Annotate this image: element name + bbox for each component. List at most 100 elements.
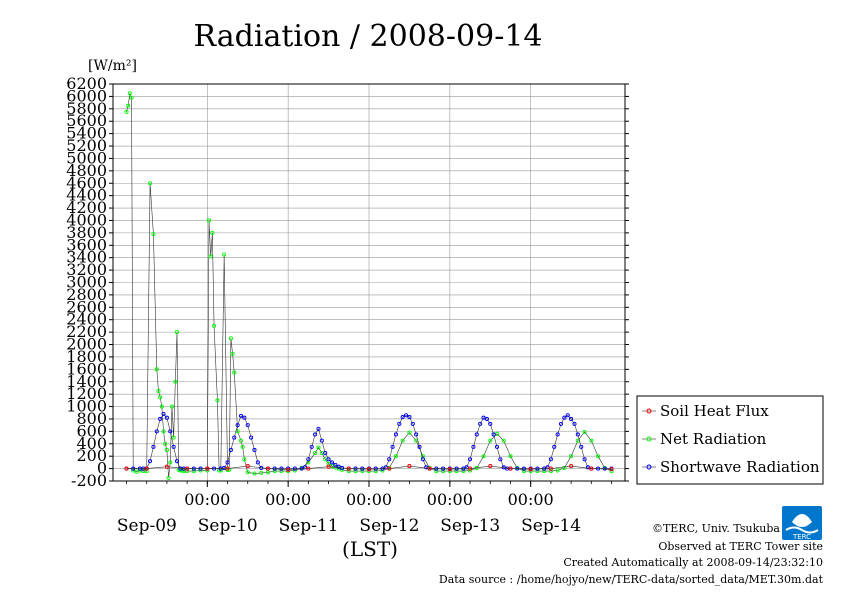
data-point — [346, 469, 351, 474]
x-day-label: Sep-10 — [198, 516, 258, 536]
data-point — [579, 444, 584, 449]
x-day-label: Sep-12 — [359, 516, 419, 536]
terc-logo: TERC — [782, 506, 822, 541]
data-point — [481, 454, 486, 459]
data-point — [373, 466, 378, 471]
y-tick-label: 6000 — [66, 86, 107, 105]
data-point — [252, 447, 257, 453]
data-point — [313, 451, 318, 456]
data-point — [255, 460, 260, 465]
data-point — [299, 466, 304, 471]
data-point — [585, 465, 590, 470]
data-point — [222, 252, 227, 257]
data-point — [156, 389, 161, 394]
data-point — [471, 444, 476, 449]
y-tick-label: 5200 — [66, 136, 107, 155]
data-point — [360, 469, 365, 474]
y-tick-label: -200 — [71, 471, 107, 490]
y-tick-label: 3000 — [66, 273, 107, 292]
data-point — [168, 460, 173, 465]
data-point — [333, 462, 338, 467]
data-point — [272, 466, 277, 471]
y-tick-label: 1000 — [66, 397, 107, 416]
data-point — [151, 444, 156, 449]
data-point — [210, 230, 215, 235]
logo-wave-icon — [785, 526, 819, 534]
data-point — [562, 415, 567, 420]
data-point — [468, 466, 473, 471]
footer-observed: Observed at TERC Tower site — [658, 540, 823, 553]
data-series — [124, 91, 614, 480]
x-axis-label: (LST) — [342, 537, 398, 561]
data-point — [407, 430, 412, 435]
x-axis-ticks: 00:00 00:00 00:00 00:00 00:00 Sep-09 Sep-10 Sep… — [117, 481, 612, 536]
y-tick-label: 5600 — [66, 111, 107, 130]
y-tick-label: 3400 — [66, 248, 107, 267]
data-point — [575, 432, 580, 437]
logo-drop-icon — [792, 514, 812, 527]
data-point — [387, 457, 392, 462]
data-point — [474, 432, 479, 437]
data-point — [427, 466, 432, 471]
data-point — [501, 438, 506, 443]
data-point — [407, 464, 412, 469]
y-tick-label: 2000 — [66, 335, 107, 354]
footer-source: Data source : /home/hojyo/new/TERC-data/… — [439, 573, 824, 586]
data-point — [441, 469, 446, 474]
data-point — [558, 421, 564, 426]
data-point — [144, 466, 149, 471]
chart-title: Radiation / 2008-09-14 — [193, 19, 542, 54]
y-tick-label: 5800 — [66, 99, 107, 118]
y-tick-label: 200 — [76, 446, 107, 465]
y-axis-unit-label: [W/m²] — [88, 58, 137, 74]
data-point — [366, 467, 372, 472]
data-point — [609, 469, 614, 474]
footer-created: Created Automatically at 2008-09-14/23:3… — [563, 556, 823, 569]
data-point — [245, 464, 250, 469]
data-point — [400, 415, 405, 420]
data-point — [124, 466, 129, 471]
data-point — [390, 444, 395, 449]
data-point — [127, 91, 132, 96]
y-tick-label: 5000 — [66, 148, 107, 167]
data-point — [552, 444, 557, 449]
legend-box — [636, 395, 824, 485]
data-point — [441, 466, 446, 471]
data-point — [434, 469, 439, 474]
y-tick-label: 3600 — [66, 235, 107, 254]
data-point — [589, 466, 594, 471]
data-point — [154, 367, 159, 372]
data-point — [171, 435, 176, 440]
data-point — [589, 438, 594, 443]
y-tick-label: 0 — [97, 459, 107, 478]
data-point — [535, 466, 540, 471]
data-point — [129, 95, 134, 100]
data-point — [164, 415, 169, 420]
x-time-label: 00:00 — [508, 490, 554, 509]
data-point — [126, 103, 131, 108]
y-tick-label: 3800 — [66, 223, 107, 242]
data-point — [228, 336, 233, 341]
data-point — [404, 413, 409, 418]
data-point — [265, 466, 270, 471]
data-point — [478, 421, 483, 426]
y-tick-label: 3200 — [66, 260, 107, 279]
data-point — [232, 435, 237, 440]
data-point — [454, 466, 459, 471]
data-point — [528, 467, 533, 472]
data-point — [316, 445, 321, 450]
data-point — [161, 411, 166, 417]
data-point — [417, 444, 422, 449]
data-point — [159, 404, 164, 409]
y-tick-label: 4400 — [66, 186, 107, 205]
data-point — [235, 423, 240, 428]
data-point — [272, 469, 277, 474]
data-point — [319, 438, 324, 443]
data-point — [168, 429, 173, 434]
data-point — [242, 457, 247, 462]
data-point — [582, 429, 587, 435]
data-point — [521, 466, 526, 471]
data-point — [387, 466, 392, 471]
data-point — [124, 109, 129, 114]
